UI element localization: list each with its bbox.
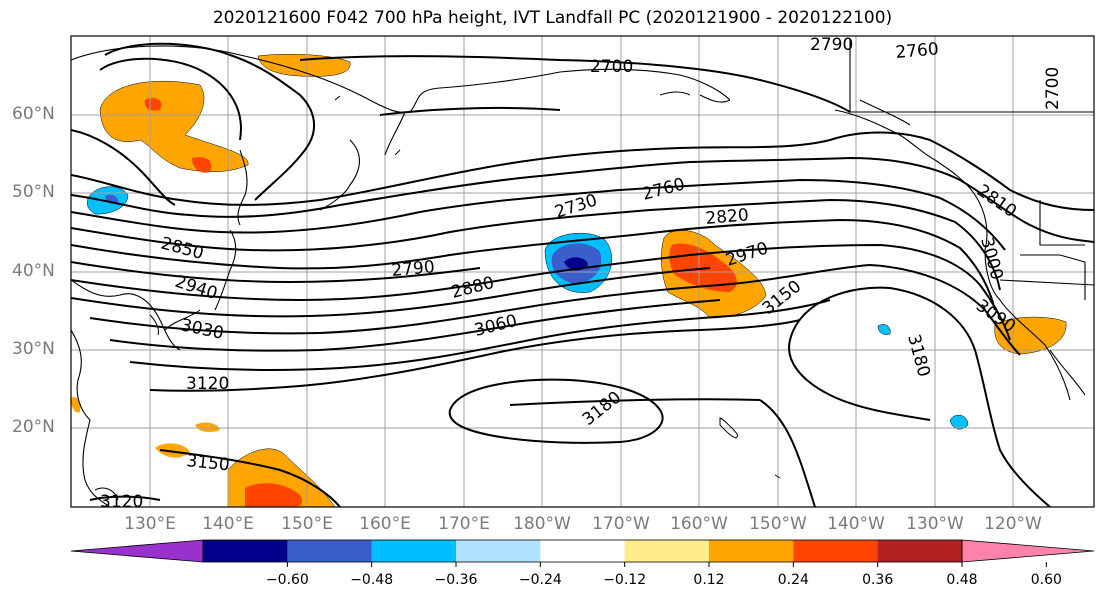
ivt-negative-region <box>564 257 588 271</box>
colorbar-segment <box>877 540 963 562</box>
colorbar-segments <box>70 539 1095 563</box>
ivt-positive-region <box>257 53 351 77</box>
colorbar-tick-label: −0.48 <box>350 572 394 588</box>
colorbar-tick-label: −0.60 <box>265 572 309 588</box>
lat-label: 20°N <box>12 417 55 437</box>
colorbar-tick-marks <box>286 562 1047 567</box>
contour-label: 3150 <box>185 451 230 475</box>
colorbar-segment <box>793 540 879 562</box>
lon-label: 130°E <box>124 514 176 534</box>
lat-label: 30°N <box>12 339 55 359</box>
colorbar-tick-label: −0.24 <box>518 572 562 588</box>
contour-label: 2820 <box>705 205 750 229</box>
colorbar-segment <box>709 540 794 562</box>
colorbar-segment <box>371 540 457 562</box>
lat-label: 40°N <box>12 261 55 281</box>
contour-label: 2790 <box>810 35 853 55</box>
contour-label: 2700 <box>590 57 633 77</box>
lon-label: 140°E <box>202 514 254 534</box>
contour-label: 3120 <box>186 374 229 394</box>
colorbar-extend-high <box>961 539 1095 563</box>
ivt-positive-region <box>99 80 249 172</box>
ivt-negative-region <box>877 324 891 335</box>
lat-label: 60°N <box>12 104 55 124</box>
height-contours <box>71 42 1094 507</box>
lon-label: 160°W <box>670 514 728 534</box>
lon-label: 180°W <box>513 514 571 534</box>
contour-label: 2760 <box>895 39 940 63</box>
lon-label: 170°E <box>438 514 490 534</box>
colorbar-tick-label: 0.24 <box>777 572 809 588</box>
figure-title: 2020121600 F042 700 hPa height, IVT Land… <box>212 8 893 28</box>
lon-label: 120°W <box>984 514 1042 534</box>
colorbar-segment <box>203 540 288 562</box>
contour-label: 3120 <box>100 492 143 512</box>
colorbar-extend-low <box>70 539 204 563</box>
ivt-negative-region <box>949 414 969 430</box>
colorbar-segment <box>540 540 626 562</box>
contour-label: 2790 <box>391 257 436 281</box>
ivt-strong-region <box>245 483 303 507</box>
colorbar-tick-label: 0.48 <box>946 572 978 588</box>
contour-label: 2700 <box>1043 67 1063 110</box>
lon-label: 150°E <box>281 514 333 534</box>
ivt-strong-region <box>144 98 162 111</box>
colorbar-tick-label: 0.36 <box>862 572 894 588</box>
lon-label: 160°E <box>359 514 411 534</box>
colorbar-segment <box>287 540 373 562</box>
lon-label: 140°W <box>827 514 885 534</box>
map-frame <box>70 35 1095 508</box>
lat-label: 50°N <box>12 182 55 202</box>
colorbar-frame <box>202 539 963 563</box>
lon-label: 130°W <box>906 514 964 534</box>
ivt-strong-region <box>192 157 212 173</box>
ivt-shading <box>71 53 1067 507</box>
colorbar-tick-label: −0.12 <box>603 572 647 588</box>
ivt-positive-region <box>71 397 81 413</box>
colorbar-segment <box>456 540 541 562</box>
colorbar-tick-label: −0.36 <box>434 572 478 588</box>
colorbar-tick-label: 0.12 <box>693 572 725 588</box>
lon-label: 170°W <box>592 514 650 534</box>
lon-label: 150°W <box>749 514 807 534</box>
ivt-positive-region <box>195 422 220 433</box>
colorbar-tick-label: 0.60 <box>1030 572 1062 588</box>
colorbar-segment <box>624 540 710 562</box>
ivt-positive-region <box>155 443 190 458</box>
